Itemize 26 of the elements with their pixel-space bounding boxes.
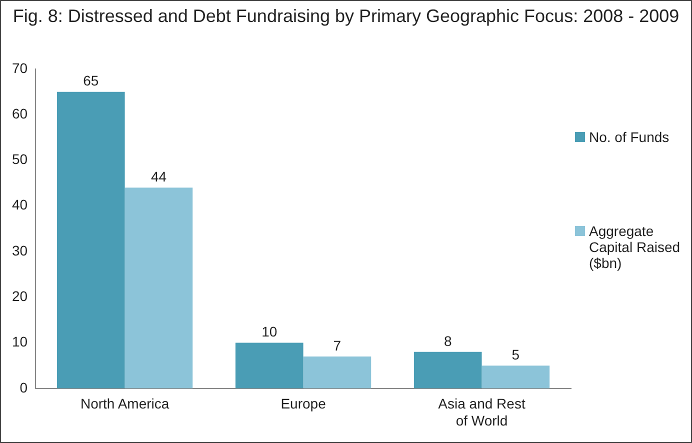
chart-title: Fig. 8: Distressed and Debt Fundraising by Primary Geographic Focus: 2008 - 2009 — [12, 5, 680, 27]
data-label: 7 — [333, 337, 342, 354]
bar — [124, 188, 193, 388]
bar — [303, 356, 372, 388]
y-tick-label: 40 — [12, 196, 28, 213]
bar — [482, 366, 550, 388]
bar — [235, 342, 304, 388]
data-label: 10 — [262, 324, 278, 340]
y-tick-label: 10 — [12, 334, 28, 350]
y-tick-label: 70 — [12, 60, 28, 76]
y-tick-label: 30 — [12, 242, 28, 258]
data-label: 44 — [150, 168, 167, 184]
legend-label: Aggregate Capital Raised ($bn) — [589, 223, 682, 271]
x-tick-label: Asia and Rest of World — [438, 396, 526, 428]
y-tick-label: 50 — [12, 151, 28, 168]
x-tick-label: North America — [80, 396, 170, 412]
data-label: 8 — [444, 332, 452, 349]
bar — [414, 352, 482, 388]
x-tick-label: Europe — [280, 396, 326, 412]
y-tick-label: 60 — [12, 105, 28, 122]
y-tick-label: 0 — [20, 379, 28, 396]
y-tick-label: 20 — [12, 288, 28, 304]
bar — [56, 92, 125, 388]
legend-label: No. of Funds — [589, 129, 670, 145]
data-label: 5 — [512, 346, 520, 362]
data-label: 65 — [83, 72, 99, 89]
